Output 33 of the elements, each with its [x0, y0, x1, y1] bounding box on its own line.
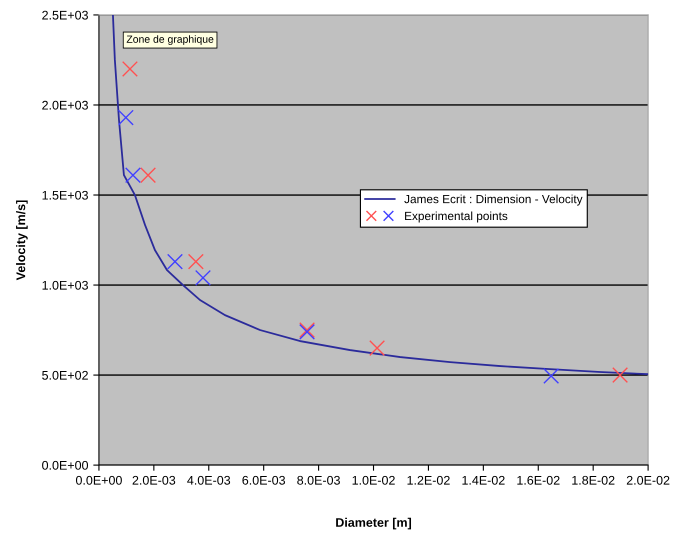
x-tick-label: 0.0E+00 — [76, 476, 122, 485]
x-tick-label: 1.4E-02 — [462, 476, 505, 485]
y-tick-label: 2.5E+03 — [42, 10, 88, 20]
point — [543, 368, 560, 384]
legend-label: Experimental points — [405, 211, 508, 222]
x-tick-label: 6.0E-03 — [242, 476, 286, 485]
point — [125, 167, 141, 184]
point — [612, 367, 628, 384]
x-tick-label: 4.0E-03 — [187, 476, 230, 485]
point — [140, 167, 156, 184]
annotation: Zone de graphique — [126, 35, 214, 45]
point — [188, 254, 204, 270]
x-tick-label: 8.0E-03 — [297, 476, 340, 485]
x-tick-label: 1.8E-02 — [572, 476, 614, 485]
x-tick-label: 1.2E-02 — [407, 476, 450, 485]
point — [167, 254, 183, 270]
y-tick-label: 5.0E+02 — [42, 370, 88, 380]
y-axis-title: Velocity [m/s] — [16, 200, 28, 280]
x-tick-label: 2.0E-03 — [132, 476, 176, 485]
line-series — [112, 14, 648, 376]
y-tick-label: 2.0E+03 — [42, 100, 88, 110]
point — [369, 340, 386, 356]
x-tick-label: 1.6E-02 — [517, 476, 560, 485]
y-tick-label: 1.0E+03 — [42, 280, 88, 290]
point — [122, 60, 138, 77]
y-tick-label: 1.5E+03 — [42, 190, 88, 200]
point — [118, 110, 134, 126]
x-axis-title: Diameter [m] — [336, 518, 412, 530]
x-tick-label: 2.0E-02 — [626, 476, 670, 485]
legend-label: James Ecrit : Dimension - Velocity — [404, 194, 583, 206]
point — [195, 270, 211, 286]
x-tick-label: 1.0E-02 — [352, 476, 395, 485]
y-tick-label: 0.0E+00 — [42, 460, 88, 470]
